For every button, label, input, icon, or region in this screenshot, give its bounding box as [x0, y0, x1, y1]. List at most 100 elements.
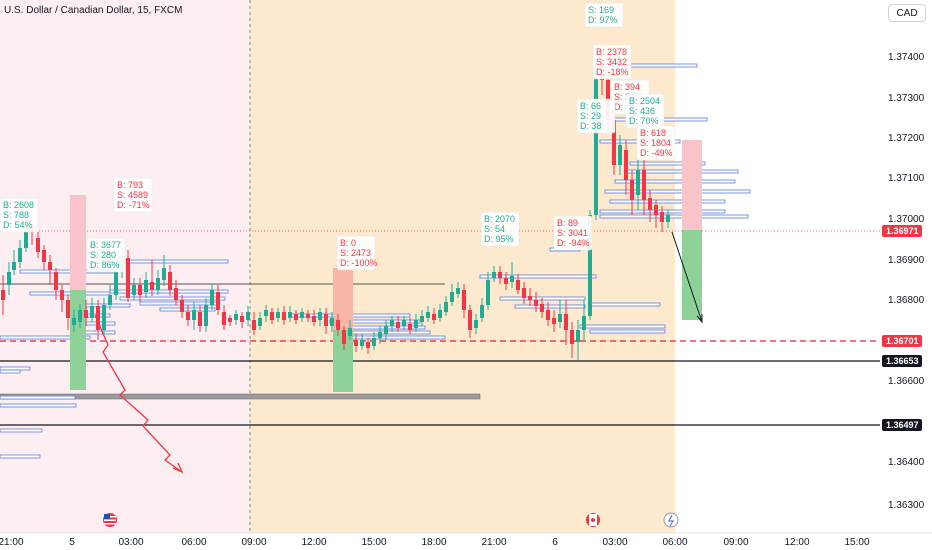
- candle[interactable]: [582, 300, 586, 340]
- candle[interactable]: [522, 282, 526, 304]
- candle[interactable]: [462, 284, 466, 318]
- candle[interactable]: [294, 310, 298, 324]
- candle[interactable]: [156, 270, 160, 295]
- candle[interactable]: [420, 310, 424, 326]
- candle[interactable]: [330, 312, 334, 332]
- candle[interactable]: [354, 334, 358, 352]
- candle[interactable]: [36, 232, 40, 258]
- candle[interactable]: [222, 305, 226, 330]
- candle[interactable]: [18, 240, 22, 268]
- candle[interactable]: [108, 285, 112, 310]
- candle[interactable]: [480, 298, 484, 322]
- gray-zone[interactable]: [0, 393, 481, 400]
- candle[interactable]: [540, 298, 544, 318]
- candle[interactable]: [660, 206, 664, 232]
- candle[interactable]: [174, 280, 178, 305]
- candle[interactable]: [258, 312, 262, 330]
- candle[interactable]: [414, 314, 418, 332]
- candle[interactable]: [264, 305, 268, 322]
- candle[interactable]: [144, 272, 148, 298]
- candle[interactable]: [246, 306, 250, 326]
- candle[interactable]: [300, 308, 304, 322]
- short-target-zone[interactable]: [70, 290, 86, 390]
- candle[interactable]: [366, 338, 370, 354]
- candle[interactable]: [444, 296, 448, 316]
- candle[interactable]: [240, 312, 244, 328]
- candle[interactable]: [66, 295, 70, 330]
- candle[interactable]: [486, 272, 490, 310]
- candle[interactable]: [576, 320, 580, 360]
- candle[interactable]: [408, 318, 412, 334]
- candle[interactable]: [72, 310, 76, 332]
- candle[interactable]: [534, 292, 538, 312]
- candle[interactable]: [78, 304, 82, 328]
- candle[interactable]: [276, 308, 280, 322]
- candle[interactable]: [12, 250, 16, 275]
- candle[interactable]: [504, 272, 508, 290]
- candle[interactable]: [432, 308, 436, 324]
- candle[interactable]: [342, 326, 346, 350]
- candle[interactable]: [90, 298, 94, 322]
- candle[interactable]: [186, 305, 190, 326]
- candle[interactable]: [150, 260, 154, 296]
- candle[interactable]: [204, 298, 208, 332]
- candle[interactable]: [210, 284, 214, 310]
- candle[interactable]: [618, 135, 622, 175]
- price-axis[interactable]: [880, 0, 932, 533]
- candle[interactable]: [54, 268, 58, 300]
- candle[interactable]: [192, 302, 196, 330]
- candle[interactable]: [96, 300, 100, 340]
- candle[interactable]: [456, 282, 460, 298]
- candle[interactable]: [42, 245, 46, 270]
- candle[interactable]: [84, 300, 88, 326]
- candle[interactable]: [390, 316, 394, 332]
- candle[interactable]: [288, 306, 292, 322]
- candle[interactable]: [336, 314, 340, 336]
- candle[interactable]: [126, 250, 130, 302]
- candle[interactable]: [396, 316, 400, 332]
- candle[interactable]: [384, 320, 388, 340]
- candle[interactable]: [162, 255, 166, 286]
- candle[interactable]: [318, 308, 322, 326]
- projection-arrow[interactable]: [671, 231, 703, 323]
- candle[interactable]: [558, 300, 562, 328]
- time-axis[interactable]: [0, 533, 932, 550]
- candle[interactable]: [234, 310, 238, 325]
- candle[interactable]: [180, 295, 184, 318]
- candle[interactable]: [132, 278, 136, 300]
- candle[interactable]: [630, 170, 634, 215]
- candle[interactable]: [168, 265, 172, 296]
- candle[interactable]: [528, 288, 532, 306]
- candle[interactable]: [474, 314, 478, 334]
- candle[interactable]: [552, 310, 556, 332]
- candle[interactable]: [510, 262, 514, 288]
- candle[interactable]: [228, 315, 232, 326]
- candle[interactable]: [312, 310, 316, 326]
- candle[interactable]: [282, 306, 286, 325]
- candle[interactable]: [516, 274, 520, 294]
- currency-button[interactable]: CAD: [888, 4, 926, 22]
- candle[interactable]: [60, 285, 64, 312]
- candle[interactable]: [360, 334, 364, 350]
- candle[interactable]: [372, 332, 376, 350]
- candle[interactable]: [7, 262, 11, 295]
- candle[interactable]: [216, 285, 220, 315]
- candle[interactable]: [252, 312, 256, 335]
- candle[interactable]: [654, 200, 658, 228]
- candle[interactable]: [450, 284, 454, 306]
- candle[interactable]: [546, 302, 550, 326]
- candle[interactable]: [468, 305, 472, 338]
- candle[interactable]: [138, 278, 142, 302]
- candle[interactable]: [1, 275, 5, 315]
- candle[interactable]: [492, 266, 496, 282]
- short-target-zone[interactable]: [682, 230, 702, 320]
- us-flag-icon[interactable]: [103, 513, 117, 527]
- candle[interactable]: [306, 310, 310, 322]
- short-stop-zone[interactable]: [70, 195, 86, 290]
- candle[interactable]: [324, 308, 328, 334]
- candle[interactable]: [348, 320, 352, 340]
- candle[interactable]: [570, 322, 574, 358]
- projection-arrow-down[interactable]: [94, 314, 183, 473]
- candle[interactable]: [648, 190, 652, 222]
